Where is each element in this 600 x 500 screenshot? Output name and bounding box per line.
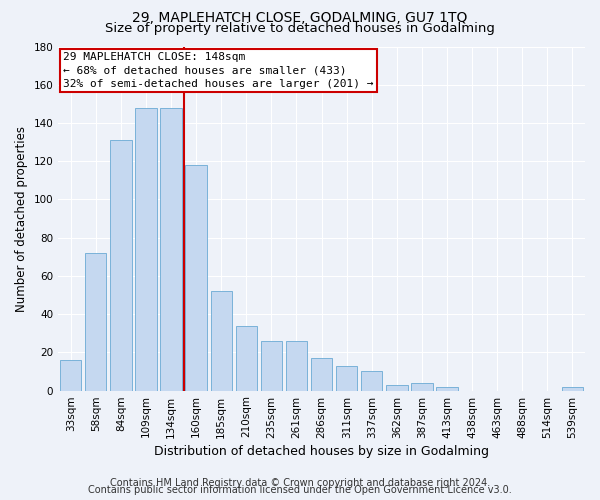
Text: Contains HM Land Registry data © Crown copyright and database right 2024.: Contains HM Land Registry data © Crown c… [110,478,490,488]
Bar [160,108,182,391]
Bar [386,385,407,390]
Bar [185,165,207,390]
Bar [562,386,583,390]
Bar [85,253,106,390]
Bar [286,341,307,390]
Bar [110,140,131,390]
Bar [261,341,282,390]
Bar [136,108,157,391]
Text: Contains public sector information licensed under the Open Government Licence v3: Contains public sector information licen… [88,485,512,495]
Bar [336,366,358,390]
Bar [411,383,433,390]
Bar [311,358,332,390]
X-axis label: Distribution of detached houses by size in Godalming: Distribution of detached houses by size … [154,444,489,458]
Text: Size of property relative to detached houses in Godalming: Size of property relative to detached ho… [105,22,495,35]
Y-axis label: Number of detached properties: Number of detached properties [15,126,28,312]
Text: 29, MAPLEHATCH CLOSE, GODALMING, GU7 1TQ: 29, MAPLEHATCH CLOSE, GODALMING, GU7 1TQ [133,11,467,25]
Bar [60,360,82,390]
Bar [211,291,232,390]
Text: 29 MAPLEHATCH CLOSE: 148sqm
← 68% of detached houses are smaller (433)
32% of se: 29 MAPLEHATCH CLOSE: 148sqm ← 68% of det… [63,52,374,88]
Bar [361,372,382,390]
Bar [436,386,458,390]
Bar [236,326,257,390]
